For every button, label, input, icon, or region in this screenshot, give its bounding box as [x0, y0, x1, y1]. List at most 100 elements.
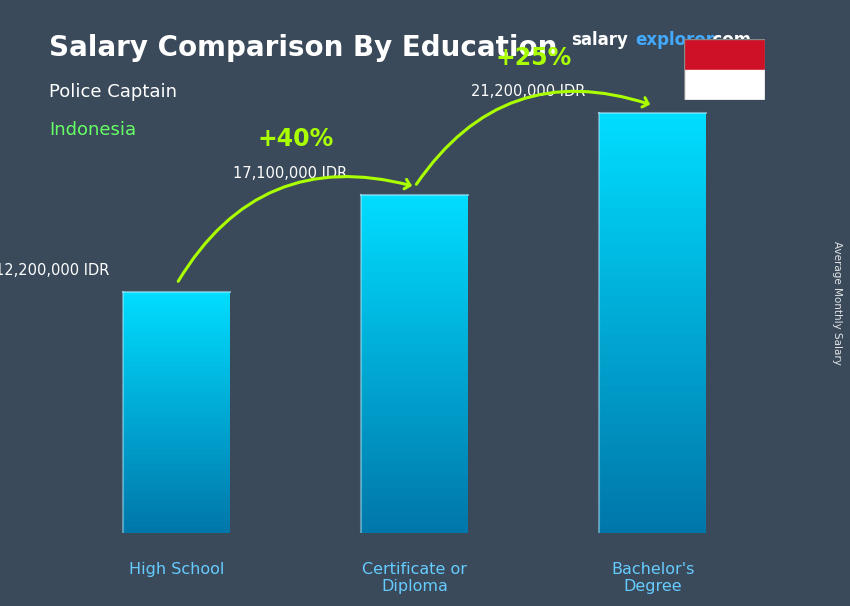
Bar: [123, 451, 230, 454]
Bar: [599, 449, 706, 454]
Bar: [599, 334, 706, 339]
Bar: [599, 413, 706, 418]
Bar: [599, 239, 706, 245]
Bar: [123, 448, 230, 451]
Bar: [361, 495, 468, 499]
Text: 12,200,000 IDR: 12,200,000 IDR: [0, 263, 109, 278]
Bar: [361, 364, 468, 368]
Bar: [123, 470, 230, 473]
Bar: [361, 216, 468, 220]
Bar: [599, 213, 706, 218]
Bar: [123, 343, 230, 346]
Bar: [599, 365, 706, 370]
Bar: [599, 428, 706, 433]
Bar: [361, 267, 468, 271]
Bar: [123, 476, 230, 479]
Bar: [361, 448, 468, 453]
Bar: [599, 166, 706, 171]
Bar: [599, 502, 706, 507]
Bar: [123, 467, 230, 470]
Bar: [361, 512, 468, 516]
Bar: [123, 442, 230, 445]
Bar: [361, 389, 468, 393]
Bar: [599, 323, 706, 328]
Bar: [361, 431, 468, 436]
Bar: [599, 344, 706, 350]
Bar: [599, 176, 706, 182]
Bar: [599, 370, 706, 376]
Bar: [599, 386, 706, 391]
Bar: [123, 488, 230, 491]
Bar: [599, 250, 706, 255]
Bar: [123, 430, 230, 433]
Bar: [361, 347, 468, 351]
Bar: [123, 419, 230, 422]
Bar: [599, 287, 706, 291]
Bar: [361, 250, 468, 254]
Bar: [361, 516, 468, 521]
Text: 17,100,000 IDR: 17,100,000 IDR: [233, 165, 347, 181]
Bar: [123, 398, 230, 401]
Bar: [123, 373, 230, 376]
Bar: [361, 427, 468, 431]
Bar: [123, 367, 230, 370]
Bar: [361, 529, 468, 533]
Bar: [123, 491, 230, 494]
Bar: [361, 207, 468, 211]
Bar: [599, 444, 706, 449]
Bar: [123, 436, 230, 439]
Bar: [123, 352, 230, 355]
Bar: [123, 479, 230, 482]
Bar: [599, 255, 706, 261]
Bar: [361, 393, 468, 398]
Bar: [123, 433, 230, 436]
Bar: [123, 331, 230, 334]
Bar: [361, 372, 468, 376]
Bar: [361, 482, 468, 487]
Bar: [361, 487, 468, 491]
Bar: [361, 504, 468, 508]
Bar: [599, 150, 706, 155]
Text: +25%: +25%: [496, 46, 572, 70]
Bar: [123, 473, 230, 476]
Bar: [599, 360, 706, 365]
Bar: [123, 355, 230, 358]
Bar: [123, 304, 230, 307]
Text: .com: .com: [706, 31, 751, 49]
Bar: [361, 284, 468, 288]
Bar: [123, 337, 230, 340]
Bar: [599, 391, 706, 397]
Bar: [361, 296, 468, 301]
Bar: [361, 254, 468, 258]
Bar: [599, 307, 706, 313]
Bar: [361, 444, 468, 448]
Bar: [123, 439, 230, 442]
Bar: [599, 297, 706, 302]
Bar: [599, 208, 706, 213]
Bar: [599, 486, 706, 491]
Bar: [361, 241, 468, 245]
Bar: [123, 361, 230, 364]
Bar: [599, 302, 706, 307]
Bar: [123, 313, 230, 316]
Bar: [123, 401, 230, 404]
Bar: [599, 218, 706, 224]
Bar: [123, 316, 230, 319]
Bar: [599, 113, 706, 119]
Bar: [361, 262, 468, 267]
Bar: [123, 322, 230, 325]
Bar: [361, 436, 468, 440]
Bar: [361, 292, 468, 296]
Bar: [599, 202, 706, 208]
Bar: [599, 339, 706, 344]
Bar: [599, 155, 706, 161]
Bar: [599, 518, 706, 523]
Bar: [361, 309, 468, 313]
Bar: [599, 261, 706, 265]
Bar: [361, 237, 468, 241]
Bar: [599, 512, 706, 518]
Bar: [123, 482, 230, 485]
Bar: [599, 476, 706, 481]
Text: explorer: explorer: [635, 31, 714, 49]
Bar: [123, 385, 230, 388]
